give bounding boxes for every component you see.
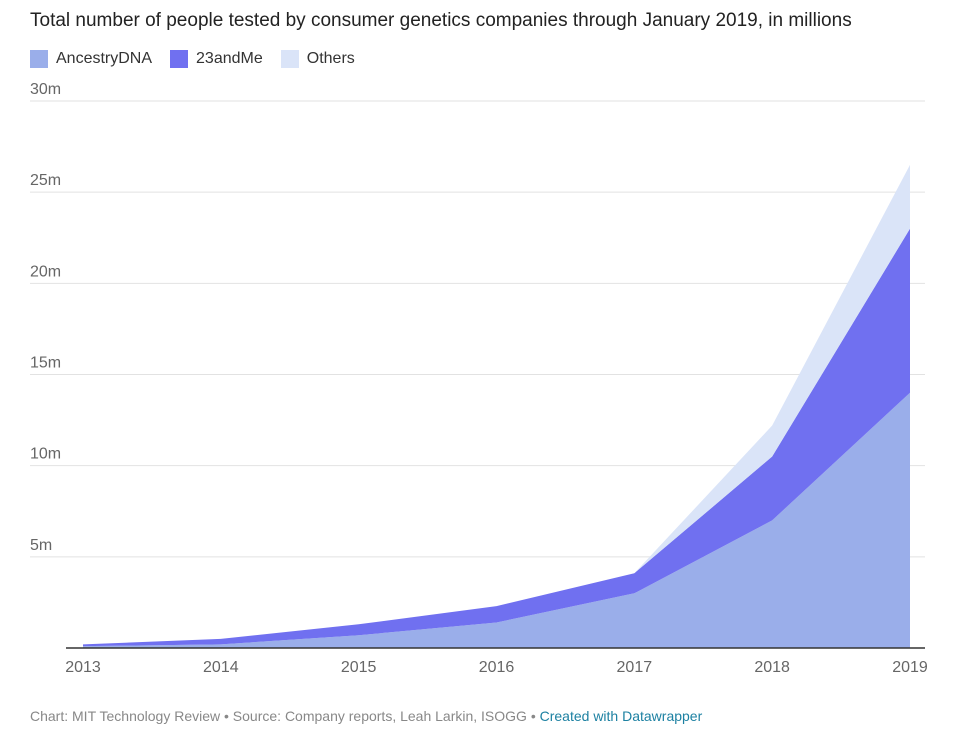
area-ancestrydna	[83, 392, 910, 648]
y-tick-label: 25m	[30, 172, 61, 189]
x-tick-label: 2016	[479, 659, 515, 676]
legend-swatch-others	[280, 50, 299, 68]
x-tick-label: 2017	[617, 659, 653, 676]
chart-footer: Chart: MIT Technology Review • Source: C…	[30, 708, 702, 724]
x-tick-label: 2014	[203, 659, 239, 676]
legend-label-ancestrydna: AncestryDNA	[56, 50, 153, 67]
chart-title: Total number of people tested by consume…	[30, 10, 852, 31]
legend-item-others: Others	[280, 50, 355, 68]
y-tick-label: 5m	[30, 537, 52, 554]
y-tick-label: 15m	[30, 355, 61, 372]
legend-swatch-23andme	[170, 50, 189, 68]
area-23andme	[83, 228, 910, 647]
x-tick-label: 2019	[892, 659, 928, 676]
y-tick-label: 20m	[30, 263, 61, 280]
footer-source: Chart: MIT Technology Review • Source: C…	[30, 708, 540, 724]
datawrapper-link[interactable]: Created with Datawrapper	[539, 708, 703, 724]
legend-label-others: Others	[306, 50, 355, 67]
chart-legend: AncestryDNA 23andMe Others	[30, 50, 373, 68]
x-tick-label: 2018	[754, 659, 790, 676]
legend-label-23andme: 23andMe	[196, 50, 263, 67]
y-tick-label: 10m	[30, 446, 61, 463]
x-tick-label: 2013	[65, 659, 101, 676]
legend-item-23andme: 23andMe	[170, 50, 263, 68]
legend-item-ancestrydna: AncestryDNA	[30, 50, 152, 68]
legend-swatch-ancestrydna	[30, 50, 48, 68]
x-tick-label: 2015	[341, 659, 377, 676]
y-tick-label: 30m	[30, 81, 61, 98]
